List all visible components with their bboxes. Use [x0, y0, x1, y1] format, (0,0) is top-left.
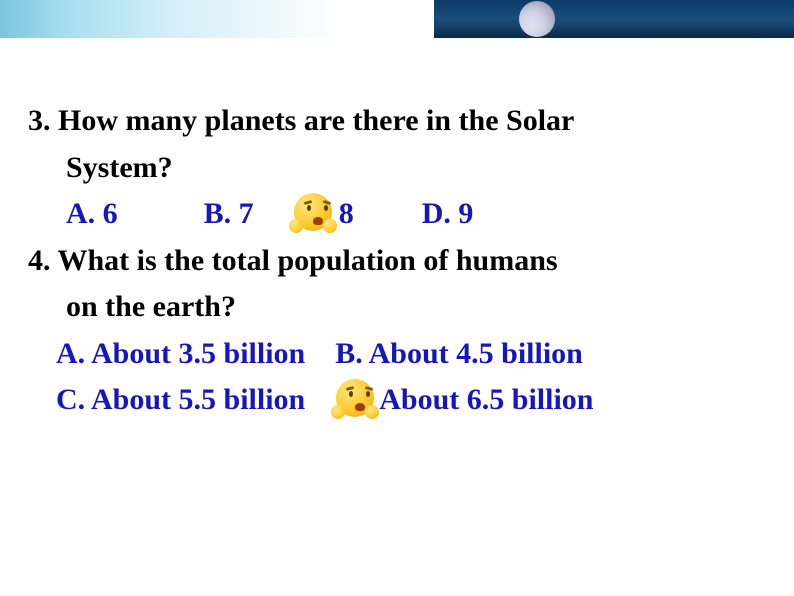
question-4-line2: on the earth? [28, 284, 774, 331]
question-4-options-row1: A. About 3.5 billion B. About 4.5 billion [28, 331, 774, 378]
option-4a: A. About 3.5 billion [56, 331, 305, 378]
question-4-options-row2: C. About 5.5 billion About 6.5 billion [28, 377, 774, 424]
option-3c: 8 [339, 191, 354, 238]
question-3-options: A. 6 B. 7 8 D. 9 [28, 191, 774, 238]
correct-answer-icon [289, 191, 337, 235]
header-gradient-left [0, 0, 340, 38]
slide-header-bar [0, 0, 794, 38]
question-3-line2: System? [28, 145, 774, 192]
header-gradient-right [434, 0, 794, 38]
option-4d: About 6.5 billion [379, 377, 593, 424]
option-3b: B. 7 [204, 191, 254, 238]
question-3-line1: 3. How many planets are there in the Sol… [28, 98, 774, 145]
option-3d: D. 9 [422, 191, 474, 238]
option-4b: B. About 4.5 billion [335, 331, 583, 378]
question-4-line1: 4. What is the total population of human… [28, 238, 774, 285]
option-3a: A. 6 [66, 191, 118, 238]
correct-answer-icon [331, 377, 379, 421]
slide-content: 3. How many planets are there in the Sol… [0, 38, 794, 444]
option-4c: C. About 5.5 billion [56, 377, 305, 424]
moon-icon [519, 1, 555, 37]
